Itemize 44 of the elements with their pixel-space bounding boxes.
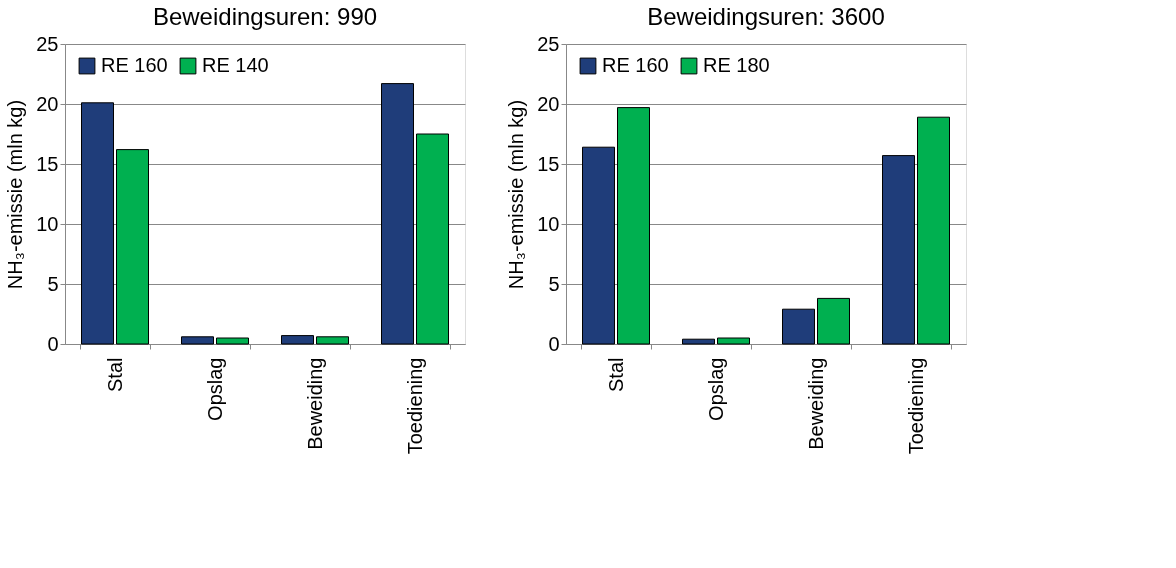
legend-label: RE 180: [703, 54, 770, 76]
bar: [782, 308, 815, 345]
y-tick-label: 25: [36, 32, 59, 55]
bar: [882, 155, 915, 345]
x-tick-label: Stal: [604, 357, 627, 392]
y-tick-label: 15: [537, 152, 560, 175]
y-tick-label: 5: [47, 272, 59, 295]
legend-label: RE 160: [101, 54, 168, 76]
y-tick-label: 20: [36, 92, 59, 115]
legend-label: RE 140: [202, 54, 269, 76]
y-tick-label: 10: [537, 212, 560, 235]
y-axis-title: NH₃-emissie (mln kg): [505, 99, 528, 290]
bar: [281, 335, 314, 345]
x-tick-label: Toediening: [403, 357, 426, 455]
x-tick-label: Opslag: [203, 357, 226, 421]
y-tick-label: 5: [548, 272, 560, 295]
chart-title: Beweidingsuren: 3600: [647, 3, 885, 30]
x-tick-label: Toediening: [904, 357, 927, 455]
bar: [617, 107, 650, 345]
bar: [582, 146, 615, 345]
bar: [181, 336, 214, 345]
chart-title: Beweidingsuren: 990: [152, 3, 378, 30]
y-axis-title: NH₃-emissie (mln kg): [4, 99, 27, 290]
x-tick-label: Opslag: [704, 357, 727, 421]
bar: [917, 116, 950, 345]
bar: [817, 297, 850, 345]
bar: [381, 83, 414, 345]
bar: [717, 337, 750, 345]
bar: [682, 338, 715, 345]
x-tick-label: Stal: [103, 357, 126, 392]
bar: [316, 336, 349, 345]
bar: [116, 149, 149, 345]
y-tick-label: 10: [36, 212, 59, 235]
y-tick-label: 20: [537, 92, 560, 115]
x-tick-label: Beweiding: [303, 357, 326, 450]
legend-label: RE 160: [602, 54, 669, 76]
y-tick-label: 0: [47, 332, 59, 355]
bar: [216, 337, 249, 345]
x-tick-label: Beweiding: [804, 357, 827, 450]
bar: [81, 102, 114, 345]
y-tick-label: 25: [537, 32, 560, 55]
y-tick-label: 15: [36, 152, 59, 175]
y-tick-label: 0: [548, 332, 560, 355]
bar: [416, 133, 449, 345]
